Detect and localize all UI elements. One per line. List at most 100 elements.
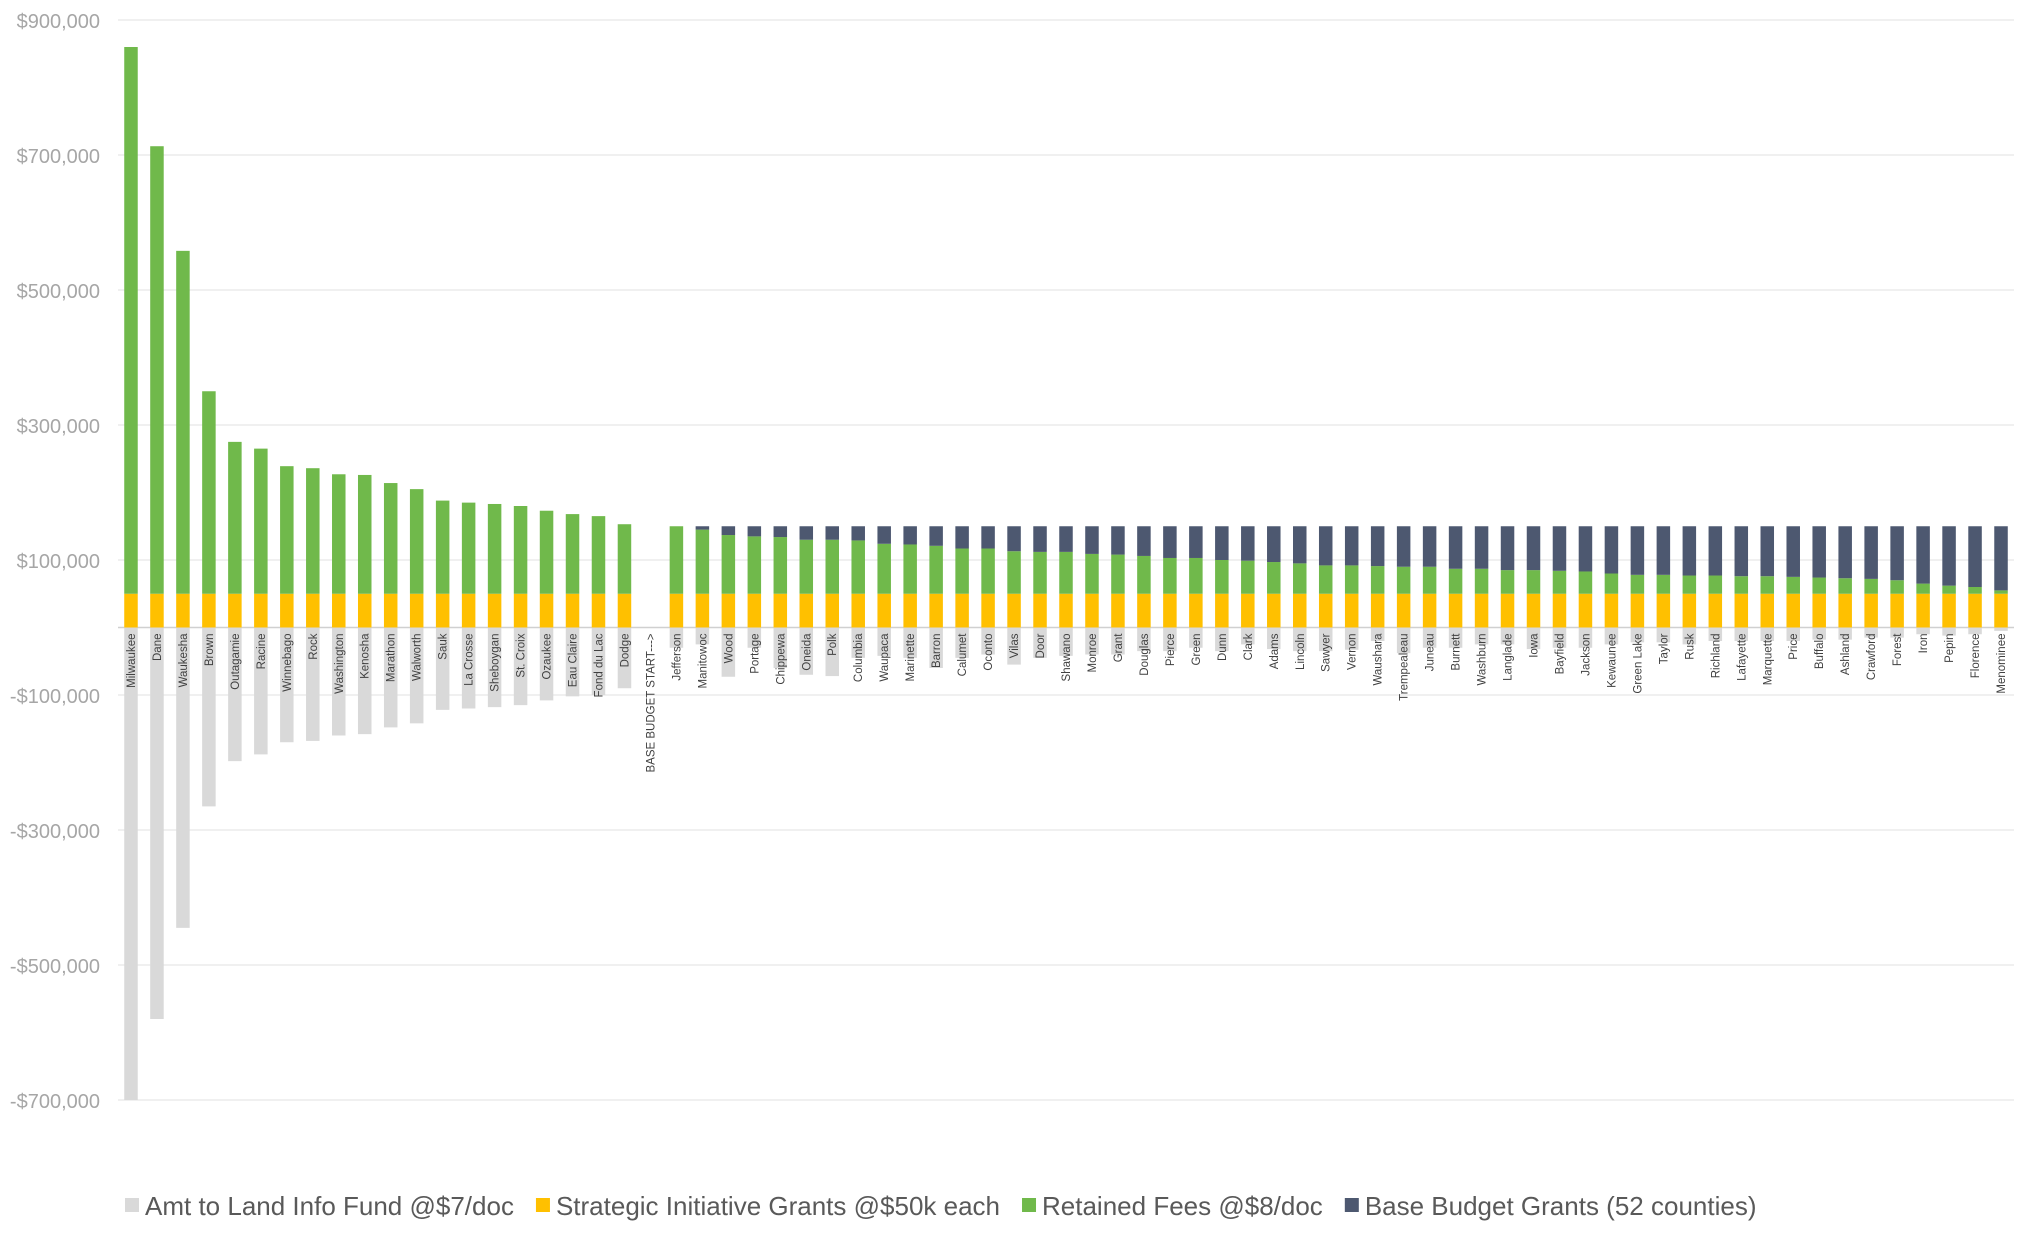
bar-land-info bbox=[747, 627, 762, 648]
bar-base bbox=[1604, 526, 1619, 574]
bar-base bbox=[1318, 526, 1333, 566]
bar-retained bbox=[1007, 551, 1021, 594]
bar-retained bbox=[1215, 560, 1229, 594]
y-tick-label: -$300,000 bbox=[10, 821, 100, 843]
y-tick-label: $100,000 bbox=[17, 551, 100, 573]
bar-base bbox=[721, 526, 736, 536]
bar-base bbox=[1708, 526, 1723, 576]
bar-base bbox=[1474, 526, 1489, 569]
x-category-label: Barron bbox=[931, 634, 943, 669]
bar-strategic bbox=[1267, 593, 1281, 628]
bar-base bbox=[929, 526, 943, 546]
y-tick-label: $300,000 bbox=[17, 416, 100, 438]
bar-strategic bbox=[1318, 593, 1333, 628]
bar-land-info bbox=[306, 627, 320, 741]
y-tick-label: -$700,000 bbox=[10, 1091, 100, 1113]
bar-land-info bbox=[721, 627, 736, 677]
bar-land-info bbox=[1812, 627, 1826, 640]
bar-strategic bbox=[383, 593, 398, 628]
bar-strategic bbox=[825, 593, 839, 628]
bar-land-info bbox=[1163, 627, 1177, 652]
x-category-label: Columbia bbox=[853, 633, 865, 682]
bar-land-info bbox=[1215, 627, 1229, 652]
bar-land-info bbox=[851, 627, 865, 658]
bar-land-info bbox=[1422, 627, 1437, 648]
bar-land-info bbox=[202, 627, 216, 807]
bar-land-info bbox=[1085, 627, 1099, 655]
bar-retained bbox=[124, 47, 138, 594]
x-category-label: Buffalo bbox=[1814, 634, 1826, 670]
bar-strategic bbox=[1448, 593, 1463, 628]
bar-base bbox=[1942, 526, 1956, 586]
x-category-label: Wood bbox=[723, 634, 735, 664]
x-category-label: Walworth bbox=[412, 634, 424, 682]
x-category-label: Juneau bbox=[1425, 634, 1437, 672]
bar-strategic bbox=[280, 593, 294, 628]
bar-strategic bbox=[1422, 593, 1437, 628]
bar-land-info bbox=[1448, 627, 1463, 648]
x-category-label: Pierce bbox=[1165, 634, 1177, 667]
x-category-label: Marathon bbox=[386, 634, 398, 683]
bar-strategic bbox=[669, 593, 684, 628]
bar-base bbox=[825, 526, 839, 540]
bar-land-info bbox=[669, 627, 684, 648]
bar-strategic bbox=[1344, 593, 1359, 628]
bar-retained bbox=[695, 529, 710, 594]
bar-retained bbox=[1474, 568, 1489, 594]
legend-swatch-strategic bbox=[535, 1198, 550, 1212]
bar-land-info bbox=[1267, 627, 1281, 650]
bar-land-info bbox=[280, 627, 294, 743]
bar-retained bbox=[1293, 563, 1307, 594]
bar-strategic bbox=[1007, 593, 1021, 628]
bar-strategic bbox=[461, 593, 476, 628]
x-category-label: Langlade bbox=[1503, 634, 1515, 681]
y-tick-label: $500,000 bbox=[17, 281, 100, 303]
x-category-label: St. Croix bbox=[516, 633, 528, 677]
bar-retained bbox=[1994, 590, 2008, 594]
x-category-label: Monroe bbox=[1087, 634, 1099, 673]
bar-base bbox=[1293, 526, 1307, 564]
bar-retained bbox=[280, 466, 294, 594]
x-category-label: Douglas bbox=[1139, 633, 1151, 675]
bar-retained bbox=[332, 474, 346, 594]
bar-retained bbox=[773, 537, 788, 594]
bar-base bbox=[695, 526, 710, 530]
bar-strategic bbox=[695, 593, 710, 628]
bar-strategic bbox=[487, 593, 502, 628]
bar-strategic bbox=[124, 593, 138, 628]
bar-base bbox=[1189, 526, 1203, 558]
bar-retained bbox=[1189, 557, 1203, 594]
bar-retained bbox=[461, 502, 476, 594]
bar-retained bbox=[955, 548, 969, 594]
x-category-label: Jackson bbox=[1580, 634, 1592, 676]
bar-retained bbox=[1916, 583, 1930, 594]
bar-strategic bbox=[1630, 593, 1645, 628]
bar-strategic bbox=[176, 593, 190, 628]
bar-land-info bbox=[124, 627, 138, 1100]
bar-strategic bbox=[435, 593, 450, 628]
bar-base bbox=[1396, 526, 1411, 567]
x-category-label: Lincoln bbox=[1295, 634, 1307, 670]
x-category-label: Washburn bbox=[1477, 634, 1489, 686]
legend-swatch-retained bbox=[1022, 1198, 1037, 1212]
bar-base bbox=[1215, 526, 1229, 560]
bar-retained bbox=[1526, 570, 1541, 594]
bar-strategic bbox=[1033, 593, 1047, 628]
bar-land-info bbox=[1890, 627, 1904, 638]
x-category-label: Fond du Lac bbox=[593, 633, 605, 697]
x-axis-labels: Milwaukee Dane Waukesha Brown Outagamie Racin… bbox=[126, 633, 2008, 773]
x-category-label: Outagamie bbox=[230, 634, 242, 690]
bar-strategic bbox=[1293, 593, 1307, 628]
x-category-label: Oneida bbox=[801, 633, 813, 671]
bar-land-info bbox=[591, 627, 606, 695]
x-category-label: Menominee bbox=[1996, 634, 2008, 694]
bar-strategic bbox=[1864, 593, 1878, 628]
bar-land-info bbox=[929, 627, 943, 668]
x-category-label: Pepin bbox=[1944, 634, 1956, 663]
bar-strategic bbox=[1474, 593, 1489, 628]
bar-strategic bbox=[1890, 593, 1904, 628]
bar-base bbox=[1578, 526, 1593, 572]
bar-base bbox=[903, 526, 917, 545]
x-category-label: Jefferson bbox=[671, 634, 683, 681]
x-category-label: Manitowoc bbox=[697, 633, 709, 688]
